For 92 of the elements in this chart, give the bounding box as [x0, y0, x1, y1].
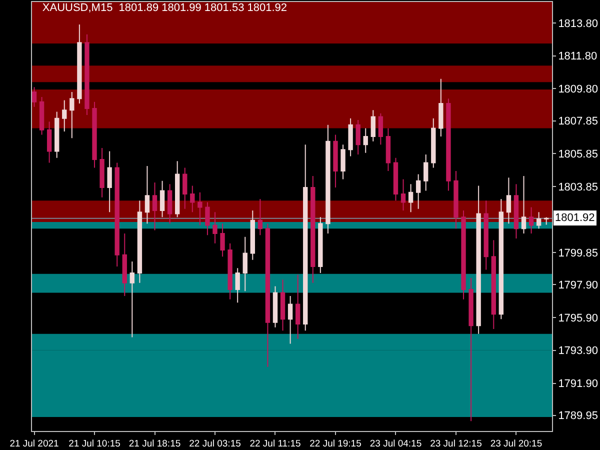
candlestick	[393, 157, 398, 202]
candlestick	[198, 192, 202, 226]
candlestick	[167, 184, 172, 224]
candlestick	[84, 34, 90, 116]
candlestick	[46, 121, 52, 164]
candlestick	[100, 147, 104, 198]
candlestick	[272, 286, 278, 328]
candlestick	[250, 210, 255, 260]
candlestick	[160, 180, 165, 218]
candlestick	[424, 154, 428, 192]
x-tick-label: 22 Jul 03:15	[189, 438, 241, 450]
y-tick-label: 1793.90	[558, 345, 598, 358]
y-tick-label: 1789.95	[558, 410, 598, 422]
y-tick-label: 1791.90	[558, 378, 598, 390]
candlestick	[506, 177, 512, 224]
candlestick	[536, 212, 542, 230]
candlestick	[468, 277, 474, 422]
candlestick	[144, 166, 150, 224]
candlestick	[528, 206, 534, 234]
candlestick	[446, 98, 451, 192]
candlestick	[333, 134, 338, 188]
candlestick	[92, 101, 97, 168]
y-tick-label: 1805.85	[558, 148, 598, 161]
candlestick	[220, 223, 225, 258]
x-tick-label: 23 Jul 12:15	[430, 438, 482, 450]
candlestick	[326, 124, 330, 234]
x-tick-label: 23 Jul 20:15	[490, 438, 542, 450]
x-tick-label: 22 Jul 11:15	[250, 438, 301, 450]
candlestick	[235, 268, 240, 304]
candlestick	[318, 216, 323, 274]
candlestick	[280, 279, 286, 332]
candlestick	[107, 150, 112, 213]
x-tick-label: 22 Jul 19:15	[310, 438, 362, 450]
candlestick	[137, 200, 142, 284]
x-tick-label: 21 Jul 10:15	[68, 438, 120, 450]
y-tick-label: 1799.85	[558, 247, 598, 260]
candlestick	[303, 144, 308, 332]
candlestick	[363, 128, 368, 154]
candlestick	[130, 261, 134, 338]
candlestick	[544, 216, 549, 226]
candlestick	[356, 119, 360, 156]
candlestick	[70, 92, 74, 139]
candlestick	[175, 160, 180, 218]
candlestick	[152, 182, 158, 231]
candlestick	[416, 174, 421, 210]
x-tick-label: 23 Jul 04:15	[370, 438, 422, 450]
candlestick	[340, 144, 346, 180]
x-tick-label: 21 Jul 2021	[10, 438, 59, 450]
y-tick-label: 1807.85	[558, 116, 598, 128]
candlestick	[77, 24, 82, 104]
y-tick-label: 1811.80	[558, 50, 598, 63]
candlestick	[242, 236, 248, 292]
y-tick-label: 1809.80	[558, 84, 598, 96]
candlestick	[454, 170, 458, 230]
ref-line-label: 1801.92	[555, 212, 595, 224]
candlestick	[378, 112, 384, 146]
candlestick	[54, 111, 60, 158]
y-tick-label: 1797.90	[558, 279, 598, 292]
candlestick	[39, 96, 44, 136]
candlestick	[212, 212, 218, 244]
candlestick	[431, 118, 436, 168]
x-tick-label: 21 Jul 18:15	[128, 438, 181, 450]
candlestick	[182, 167, 188, 210]
candlestick	[62, 100, 67, 132]
candlestick	[228, 242, 232, 300]
candlestick	[386, 128, 391, 172]
candlestick	[205, 202, 210, 236]
chart-title: XAUUSD,M15 1801.89 1801.99 1801.53 1801.92	[42, 2, 288, 14]
candlestick	[521, 175, 526, 234]
candlestick	[514, 184, 519, 239]
candlestick	[400, 178, 406, 211]
candlestick	[258, 198, 263, 236]
candlestick	[190, 185, 195, 213]
candlestick	[438, 78, 444, 137]
y-tick-label: 1803.85	[558, 181, 598, 194]
candlestick	[122, 233, 127, 297]
candlestick	[461, 210, 466, 300]
candlestick	[498, 198, 504, 320]
candlestick	[114, 162, 120, 267]
candlestick	[265, 223, 270, 368]
candlestick	[310, 175, 316, 284]
candlestick	[408, 184, 414, 213]
candlestick	[288, 296, 293, 344]
candlestick	[484, 200, 488, 270]
candlestick	[491, 240, 496, 330]
candlestick	[476, 185, 481, 334]
candlestick	[370, 110, 376, 142]
y-tick-label: 1795.90	[558, 312, 598, 324]
candlestick	[295, 274, 300, 340]
candlestick	[348, 118, 353, 157]
candlestick	[32, 86, 37, 108]
y-tick-label: 1813.80	[558, 18, 598, 30]
